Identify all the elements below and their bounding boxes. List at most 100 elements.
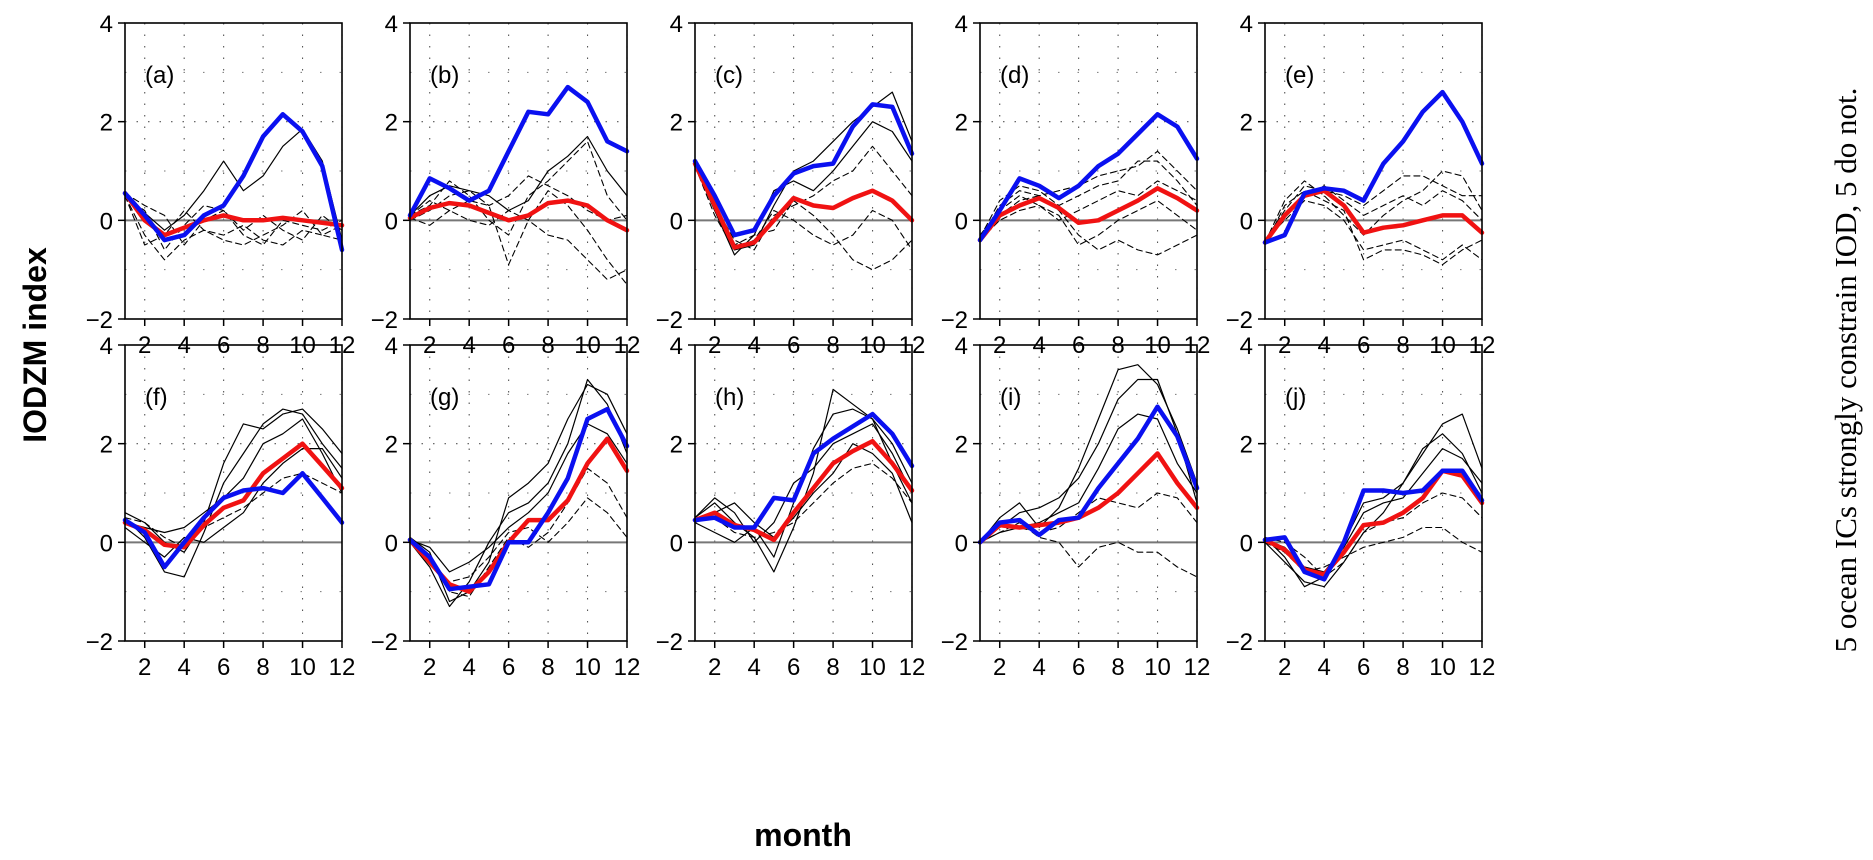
y-tick-label: −2 (371, 307, 398, 334)
blue-series-line (692, 102, 915, 238)
panel-label: (j) (1285, 384, 1306, 411)
y-tick-label: −2 (86, 629, 113, 656)
axes-frame (1264, 22, 1483, 320)
y-tick-label: 0 (955, 530, 968, 557)
axes-frame (409, 22, 628, 320)
axes-frame (1264, 344, 1483, 642)
x-tick-label: 4 (178, 654, 191, 681)
member-dashed-line (1264, 175, 1483, 241)
y-tick-label: 2 (100, 110, 113, 137)
y-tick-label: 2 (670, 110, 683, 137)
panel-label: (e) (1285, 62, 1314, 89)
member-solid-line (124, 418, 343, 534)
member-dashed-line (979, 200, 1198, 246)
member-dashed-line (979, 180, 1198, 236)
panel-label: (h) (715, 384, 744, 411)
axes-frame (979, 344, 1198, 642)
member-solid-line (694, 408, 913, 558)
y-tick-label: 0 (1240, 530, 1253, 557)
y-tick-label: 4 (385, 11, 398, 38)
member-solid-line (409, 423, 628, 573)
y-tick-label: 4 (100, 11, 113, 38)
y-tick-label: 0 (670, 208, 683, 235)
red-series-line (407, 436, 630, 594)
blue-series-line (977, 112, 1200, 243)
x-tick-label: 8 (826, 654, 839, 681)
panel-label: (d) (1000, 62, 1029, 89)
y-tick-label: 2 (1240, 432, 1253, 459)
y-tick-label: −2 (1226, 307, 1253, 334)
member-dashed-line (124, 195, 343, 261)
blue-series-line (122, 112, 345, 253)
member-solid-line (1264, 413, 1483, 588)
x-tick-label: 8 (1396, 654, 1409, 681)
x-tick-label: 12 (899, 654, 926, 681)
member-dashed-line (409, 175, 628, 221)
x-tick-label: 4 (1318, 654, 1331, 681)
member-solid-line (124, 408, 343, 553)
axes-frame (124, 344, 343, 642)
y-tick-label: 0 (955, 208, 968, 235)
blue-series-line (1262, 468, 1485, 582)
member-solid-line (1264, 448, 1483, 573)
member-solid-line (409, 378, 628, 608)
y-tick-label: 0 (100, 530, 113, 557)
member-dashed-line (124, 192, 343, 246)
x-tick-label: 10 (289, 654, 316, 681)
x-tick-label: 10 (859, 654, 886, 681)
blue-series-line (122, 471, 345, 570)
y-tick-label: 4 (670, 333, 683, 360)
x-tick-label: 8 (541, 654, 554, 681)
y-tick-label: 4 (100, 333, 113, 360)
y-tick-label: 2 (955, 110, 968, 137)
y-tick-label: 2 (385, 110, 398, 137)
member-dashed-line (124, 197, 343, 251)
x-tick-label: 6 (217, 654, 230, 681)
red-series-line (407, 198, 630, 233)
x-tick-label: 10 (1429, 654, 1456, 681)
axes-frame (694, 22, 913, 320)
y-axis-title: IODZM index (17, 247, 53, 443)
member-dashed-line (694, 160, 913, 271)
y-tick-label: 2 (100, 432, 113, 459)
red-series-line (977, 186, 1200, 243)
member-dashed-line (694, 462, 913, 538)
member-dashed-line (1264, 190, 1483, 266)
y-tick-label: 2 (385, 432, 398, 459)
red-series-line (692, 161, 915, 250)
y-tick-label: −2 (656, 307, 683, 334)
y-tick-label: 0 (385, 208, 398, 235)
x-tick-label: 2 (993, 654, 1006, 681)
y-tick-label: −2 (941, 629, 968, 656)
y-tick-label: 4 (385, 333, 398, 360)
member-dashed-line (979, 195, 1198, 256)
member-dashed-line (1264, 492, 1483, 578)
y-tick-label: 2 (1240, 110, 1253, 137)
x-tick-label: 4 (463, 654, 476, 681)
blue-series-line (692, 411, 915, 530)
x-axis-title: month (754, 817, 852, 853)
axes-frame (694, 344, 913, 642)
panel-label: (b) (430, 62, 459, 89)
x-tick-label: 2 (1278, 654, 1291, 681)
axes-frame (979, 22, 1198, 320)
member-solid-line (694, 443, 913, 539)
blue-series-line (407, 84, 630, 218)
x-tick-label: 6 (1357, 654, 1370, 681)
y-tick-label: 0 (670, 530, 683, 557)
x-tick-label: 12 (1469, 654, 1496, 681)
y-tick-label: 4 (670, 11, 683, 38)
panel-label: (a) (145, 62, 174, 89)
y-tick-label: −2 (371, 629, 398, 656)
x-tick-label: 2 (708, 654, 721, 681)
member-solid-line (979, 378, 1198, 543)
member-solid-line (694, 121, 913, 256)
